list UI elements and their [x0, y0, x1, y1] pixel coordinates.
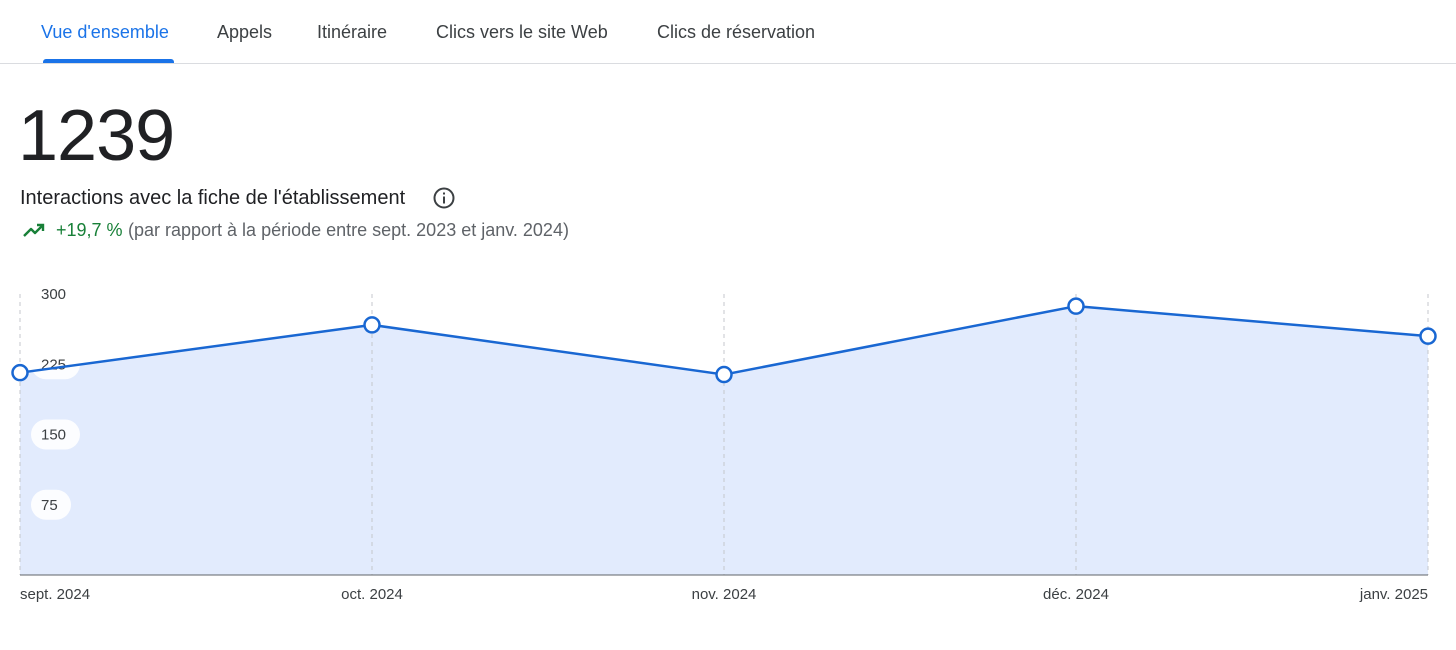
x-tick-label-3: déc. 2024 [1043, 586, 1109, 603]
x-tick-label-4: janv. 2025 [1359, 586, 1428, 603]
trend-change-value: +19,7 % [56, 220, 123, 240]
y-tick-bg-75 [31, 489, 71, 520]
data-point-0 [11, 363, 29, 382]
metric-label: Interactions avec la fiche de l'établiss… [20, 187, 406, 209]
x-tick-label-0: sept. 2024 [20, 586, 90, 603]
tab-website-clicks[interactable]: Clics vers le site Web [436, 22, 608, 42]
tab-directions[interactable]: Itinéraire [317, 22, 388, 42]
active-tab-indicator [43, 59, 174, 63]
y-tick-bg-225 [31, 349, 80, 380]
x-tick-label-2: nov. 2024 [692, 586, 757, 603]
tab-booking-clicks[interactable]: Clics de réservation [657, 22, 816, 42]
data-point-3 [1067, 297, 1085, 315]
total-interactions-value: 1239 [18, 96, 175, 176]
x-tick-label-1: oct. 2024 [341, 586, 403, 603]
tab-calls[interactable]: Appels [217, 22, 273, 42]
y-tick-label-300: 300 [41, 286, 66, 303]
y-tick-bg-150 [31, 419, 80, 450]
info-icon[interactable] [432, 186, 456, 210]
tab-bar: Vue d'ensemble Appels Itinéraire Clics v… [0, 0, 1456, 64]
tab-overview[interactable]: Vue d'ensemble [41, 22, 169, 42]
y-tick-label-225: 225 [41, 356, 66, 373]
data-point-2 [715, 365, 733, 384]
data-point-4 [1419, 327, 1437, 345]
trend-comparison-text: (par rapport à la période entre sept. 20… [128, 220, 569, 240]
data-point-1 [363, 316, 381, 334]
y-tick-label-75: 75 [41, 497, 58, 514]
y-tick-label-150: 150 [41, 427, 66, 444]
trending-up-icon [23, 223, 45, 237]
